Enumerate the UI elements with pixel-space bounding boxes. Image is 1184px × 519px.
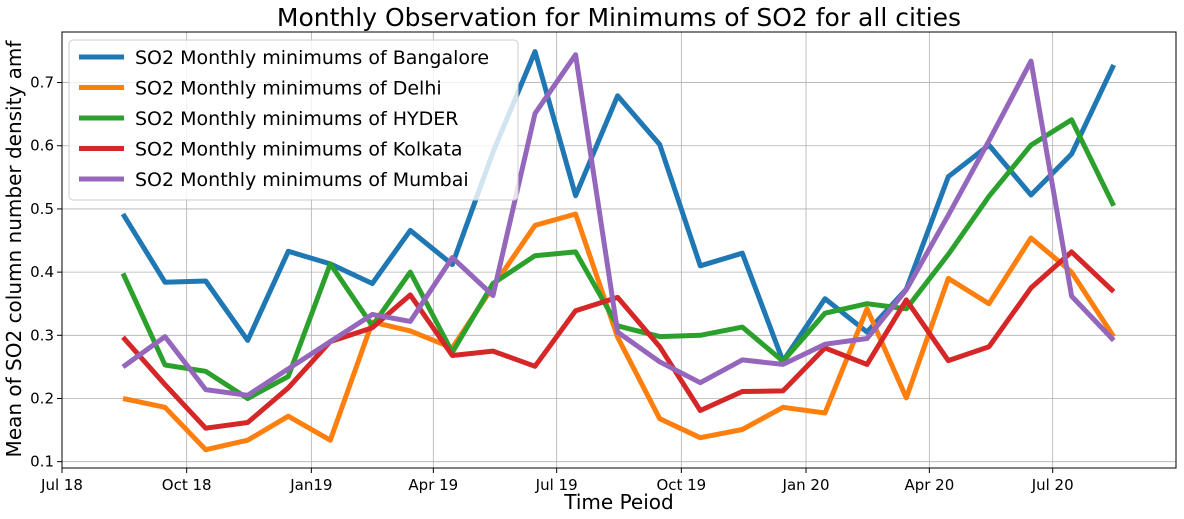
x-tick-label: Jan 20 [782, 476, 830, 494]
legend-entry: SO2 Monthly minimums of Bangalore [135, 47, 489, 69]
y-tick-label: 0.1 [30, 453, 54, 471]
x-tick-label: Oct 18 [162, 476, 212, 494]
plot-frame [61, 31, 1177, 469]
x-axis: Jul 18 Oct 18 Jan19 Apr 19 Jul 19 Oct 19 Jan 2… [40, 468, 1074, 494]
y-tick-label: 0.5 [30, 200, 54, 218]
y-tick-label: 0.3 [30, 326, 54, 344]
x-tick-label: Oct 19 [656, 476, 706, 494]
series-lines [120, 49, 1116, 453]
x-tick-label: Jul 20 [1031, 476, 1074, 494]
chart-title: Monthly Observation for Minimums of SO2 … [277, 3, 961, 32]
y-tick-label: 0.7 [30, 74, 54, 92]
legend-entry: SO2 Monthly minimums of Kolkata [135, 139, 463, 161]
x-tick-label: Jan19 [289, 476, 332, 494]
x-tick-label: Jul 19 [535, 476, 578, 494]
y-axis-label: Mean of SO2 column number density amf [2, 40, 26, 458]
x-tick-label: Apr 19 [408, 476, 458, 494]
series-line-4 [121, 52, 1116, 398]
y-tick-label: 0.4 [30, 263, 54, 281]
series-line-3 [121, 249, 1116, 431]
legend-entry: SO2 Monthly minimums of Delhi [135, 78, 442, 100]
x-tick-label: Jul 18 [40, 476, 83, 494]
y-tick-label: 0.2 [30, 389, 54, 407]
x-axis-label: Time Peiod [563, 490, 673, 514]
legend-box [68, 39, 519, 201]
legend-entry: SO2 Monthly minimums of Mumbai [135, 169, 469, 191]
y-tick-label: 0.6 [30, 137, 54, 155]
legend-entry: SO2 Monthly minimums of HYDER [135, 108, 458, 130]
series-line-1 [122, 211, 1116, 453]
y-axis: 0.1 0.2 0.3 0.4 0.5 0.6 0.7 [30, 74, 62, 471]
x-tick-label: Apr 20 [904, 476, 954, 494]
legend: SO2 Monthly minimums of Bangalore SO2 Mon… [68, 39, 519, 201]
series-line-0 [120, 49, 1116, 364]
